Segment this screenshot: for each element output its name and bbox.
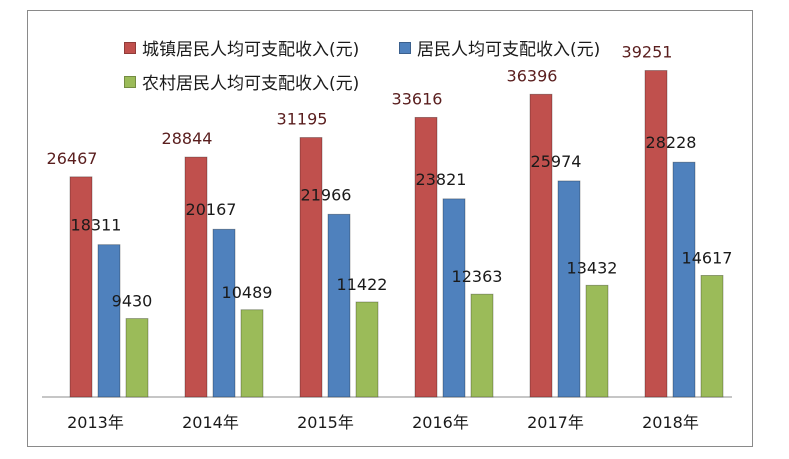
- legend-item-rural: 农村居民人均可支配收入(元): [124, 69, 359, 94]
- data-label-s0-5: 39251: [622, 43, 673, 62]
- data-label-s0-4: 36396: [507, 66, 558, 85]
- bar-s2-0: [125, 318, 149, 398]
- bar-chart: 26467 18311 9430 2013年 28844 20167 10489 2014年 3…: [42, 43, 733, 432]
- chart-frame: 城镇居民人均可支配收入(元) 居民人均可支配收入(元) 农村居民人均可支配收入(…: [27, 10, 753, 447]
- data-label-s2-2: 11422: [337, 275, 388, 294]
- legend-swatch-urban: [124, 41, 136, 54]
- bar-s1-2: [327, 213, 351, 398]
- bar-s0-2: [299, 137, 323, 398]
- data-label-s1-5: 28228: [646, 133, 697, 152]
- data-label-s1-0: 18311: [71, 216, 122, 235]
- bar-s0-4: [529, 93, 553, 398]
- data-label-s2-1: 10489: [222, 283, 273, 302]
- legend-swatch-resident: [399, 41, 411, 54]
- bar-s1-3: [442, 198, 466, 398]
- data-label-s1-2: 21966: [301, 185, 352, 204]
- x-tick-label-4: 2017年: [527, 413, 584, 432]
- x-tick-label-0: 2013年: [67, 413, 124, 432]
- data-label-s0-3: 33616: [392, 89, 443, 108]
- bar-s2-1: [240, 309, 264, 398]
- bar-s1-4: [557, 180, 581, 398]
- bar-s2-2: [355, 301, 379, 398]
- bar-s0-3: [414, 116, 438, 398]
- data-label-s2-5: 14617: [682, 248, 733, 267]
- data-label-s0-0: 26467: [47, 149, 98, 168]
- data-label-s2-4: 13432: [567, 258, 618, 277]
- legend-swatch-rural: [124, 75, 136, 88]
- data-label-s1-4: 25974: [531, 152, 582, 171]
- bar-s1-1: [212, 228, 236, 398]
- legend-label-urban: 城镇居民人均可支配收入(元): [142, 40, 360, 60]
- data-label-s2-3: 12363: [452, 267, 503, 286]
- x-tick-label-2: 2015年: [297, 413, 354, 432]
- bar-s0-5: [644, 70, 668, 398]
- data-label-s0-1: 28844: [162, 129, 213, 148]
- data-label-s2-0: 9430: [112, 292, 153, 311]
- legend-label-rural: 农村居民人均可支配收入(元): [142, 74, 360, 94]
- legend-label-resident: 居民人均可支配收入(元): [417, 40, 601, 60]
- data-label-s0-2: 31195: [277, 110, 328, 129]
- x-tick-label-3: 2016年: [412, 413, 469, 432]
- legend-item-urban: 城镇居民人均可支配收入(元): [124, 35, 359, 60]
- data-label-s1-1: 20167: [186, 200, 237, 219]
- bar-s0-0: [69, 176, 93, 398]
- bar-s0-1: [184, 156, 208, 398]
- bar-s2-3: [470, 293, 494, 398]
- bar-s2-5: [700, 275, 724, 398]
- x-tick-label-5: 2018年: [642, 413, 699, 432]
- data-label-s1-3: 23821: [416, 170, 467, 189]
- bar-s2-4: [585, 284, 609, 398]
- bar-s1-5: [672, 161, 696, 398]
- bar-s1-0: [97, 244, 121, 398]
- legend-item-resident: 居民人均可支配收入(元): [399, 35, 600, 60]
- x-tick-label-1: 2014年: [182, 413, 239, 432]
